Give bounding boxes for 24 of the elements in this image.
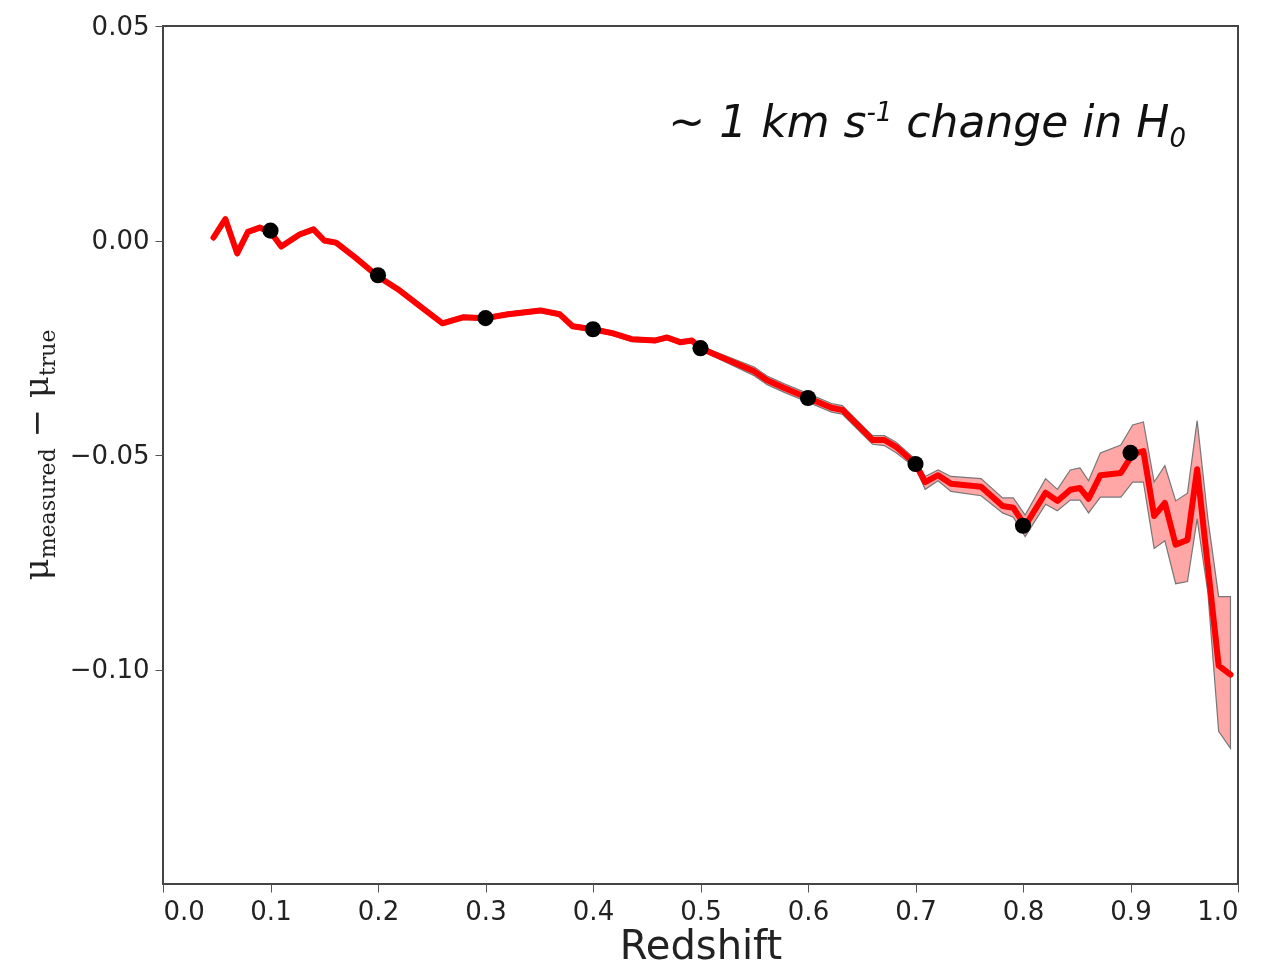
y-tick-label: −0.10 [69,654,150,684]
x-tick-label: 0.2 [357,895,400,926]
point [584,321,602,338]
point [262,222,279,239]
x-tick-label: 0.6 [787,895,830,926]
y-tick-label: −0.05 [69,439,150,470]
point [477,310,494,327]
point [1014,517,1032,534]
x-tick-label: 0.3 [465,895,507,926]
point [692,340,709,357]
x-tick-label: 1.0 [1197,895,1239,926]
point [1122,444,1139,461]
y-tick-label: 0.05 [91,10,150,41]
y-tick-label: 0.00 [91,225,150,255]
point [907,455,924,473]
x-tick-label: 0.0 [163,895,205,926]
x-tick-label: 0.9 [1110,895,1152,926]
point [799,389,817,406]
x-tick-label: 0.7 [895,895,937,926]
x-tick-label: 0.8 [1002,895,1045,926]
x-tick-label: 0.1 [250,895,292,926]
x-tick-label: 0.4 [572,895,615,926]
annotation: ~ 1 km s$^{-1}$ change in H$_{0}$ [668,96,1186,153]
point [369,267,387,284]
